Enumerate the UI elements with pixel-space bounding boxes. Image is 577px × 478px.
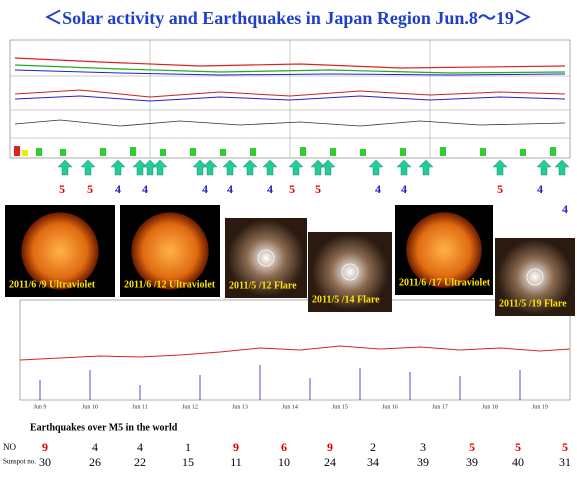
arrow (192, 159, 208, 176)
arrow (222, 159, 238, 176)
date-label: Jun 18 (482, 404, 498, 410)
table-title: Earthquakes over M5 in the world (30, 422, 178, 433)
cell: 5 (515, 440, 521, 454)
arrow (142, 159, 158, 176)
magnitude: 5 (59, 182, 65, 196)
arrow (242, 159, 258, 176)
date-label: Jun 14 (282, 404, 298, 410)
green-arrows (57, 159, 570, 176)
date-label: Jun 19 (532, 404, 548, 410)
date-label: Jun 16 (382, 404, 398, 410)
image-caption: 2011/5 /12 Flare (229, 280, 297, 291)
magnitude: 4 (227, 182, 233, 196)
date-label: Jun 10 (82, 404, 98, 410)
arrow (554, 159, 570, 176)
magnitude: 4 (115, 182, 121, 196)
date-label: Jun 17 (432, 404, 448, 410)
magnitude: 4 (562, 202, 568, 216)
occulter (341, 263, 359, 281)
table: NO Sunspot no. 9 4 4 1 9 6 9 2 3 5 5 5 30 26 22 15 11 10 24 3… (3, 440, 571, 469)
arrow (320, 159, 336, 176)
date-label: Jun 13 (232, 404, 248, 410)
images: 2011/6 /9 Ultraviolet 2011/6 /12 Ultravio… (5, 205, 575, 316)
sun (21, 212, 99, 290)
magnitude: 4 (401, 182, 407, 196)
sun (131, 212, 209, 290)
satellite-charts (9, 39, 571, 159)
cell: 4 (92, 440, 98, 454)
corona (227, 219, 305, 297)
title: ＜Solar activity and Earthquakes in Japan… (44, 8, 532, 28)
arrow (396, 159, 412, 176)
cell: 1 (185, 440, 191, 454)
occulter (526, 268, 544, 286)
flux-chart (19, 299, 571, 401)
cell: 39 (417, 455, 429, 469)
arrow (536, 159, 552, 176)
image-caption: 2011/5 /19 Flare (499, 298, 567, 309)
magnitude: 5 (315, 182, 321, 196)
quake-marks: 5 5 4 4 4 4 4 5 5 4 4 5 4 4 (59, 182, 568, 216)
cell: 11 (230, 455, 242, 469)
cell: 2 (370, 440, 376, 454)
corona (497, 239, 573, 315)
arrow (368, 159, 384, 176)
cell: 15 (182, 455, 194, 469)
cell: 9 (42, 440, 48, 454)
date-label: Jun 15 (332, 404, 348, 410)
corona (311, 233, 389, 311)
occulter (257, 249, 275, 267)
cell: 9 (233, 440, 239, 454)
cell: 39 (466, 455, 478, 469)
arrow (262, 159, 278, 176)
date-label: Jun 9 (34, 404, 47, 410)
arrow (80, 159, 96, 176)
image-caption: 2011/6 /9 Ultraviolet (9, 279, 96, 290)
arrow (418, 159, 434, 176)
arrow (132, 159, 148, 176)
sun (406, 212, 482, 288)
magnitude: 4 (537, 182, 543, 196)
cell: 5 (469, 440, 475, 454)
cell: 22 (134, 455, 146, 469)
cell: 34 (367, 455, 379, 469)
cell: 3 (420, 440, 426, 454)
cell: 40 (512, 455, 524, 469)
cell: 26 (89, 455, 101, 469)
image-caption: 2011/6 /12 Ultraviolet (124, 279, 216, 290)
arrow (110, 159, 126, 176)
image-caption: 2011/6 /17 Ultraviolet (399, 277, 491, 288)
cell: 6 (281, 440, 287, 454)
magnitude: 4 (375, 182, 381, 196)
cell: 5 (562, 440, 568, 454)
date-axis: Jun 9 Jun 10 Jun 11 Jun 12 Jun 13 Jun 14 Jun 1… (34, 404, 548, 410)
magnitude: 5 (289, 182, 295, 196)
arrow (310, 159, 326, 176)
cell: 4 (137, 440, 143, 454)
row-label: Sunspot no. (3, 458, 36, 466)
date-label: Jun 11 (132, 404, 148, 410)
arrow (288, 159, 304, 176)
cell: 31 (559, 455, 571, 469)
date-label: Jun 12 (182, 404, 198, 410)
cell: 24 (324, 455, 336, 469)
arrow (57, 159, 73, 176)
image-caption: 2011/5 /14 Flare (312, 294, 380, 305)
magnitude: 4 (267, 182, 273, 196)
cell: 30 (39, 455, 51, 469)
magnitude: 4 (202, 182, 208, 196)
cell: 9 (327, 440, 333, 454)
arrow (202, 159, 218, 176)
arrow (152, 159, 168, 176)
row-label: NO (3, 442, 16, 452)
arrow (492, 159, 508, 176)
cell: 10 (278, 455, 290, 469)
magnitude: 5 (497, 182, 503, 196)
magnitude: 5 (87, 182, 93, 196)
magnitude: 4 (142, 182, 148, 196)
